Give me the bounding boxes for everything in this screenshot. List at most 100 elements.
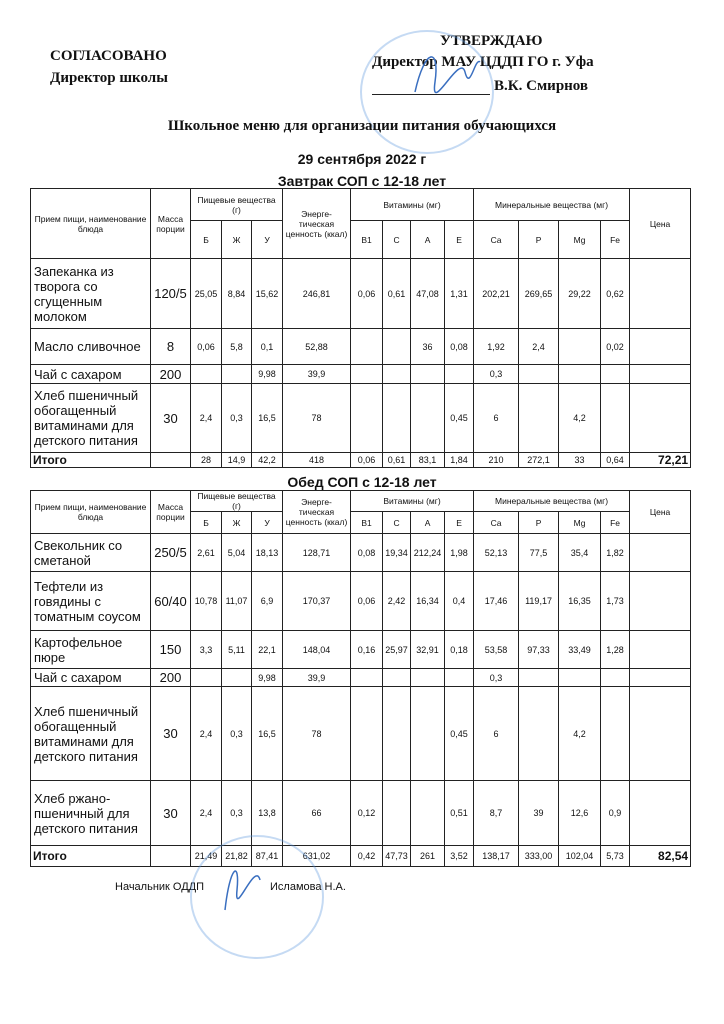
cell-mass: 120/5 <box>150 258 191 329</box>
cell-p <box>518 364 560 384</box>
cell-energy: 78 <box>282 383 352 453</box>
col-header-vitamins: Витамины (мг) <box>350 490 475 512</box>
cell-u: 16,5 <box>250 383 284 453</box>
signature-image <box>414 56 481 94</box>
cell-p <box>518 383 560 453</box>
col-subheader: Б <box>190 220 222 259</box>
cell-ca: 6 <box>473 686 520 781</box>
subheader-row: Б Ж У В1 С А Е Ca P Mg Fe <box>31 511 691 534</box>
breakfast-table: Прием пищи, наименование блюда Масса порц… <box>30 188 692 468</box>
cell-price <box>629 258 692 329</box>
col-subheader: Е <box>444 220 475 259</box>
cell-mass: 8 <box>150 328 191 365</box>
cell-price <box>629 328 692 365</box>
cell-fe: 0,9 <box>600 780 631 846</box>
cell-mg: 33,49 <box>558 630 602 669</box>
footer-signature-image <box>224 870 261 911</box>
cell-e <box>444 364 475 384</box>
cell-ca: 6 <box>473 383 520 453</box>
col-subheader: P <box>518 220 560 259</box>
col-subheader: У <box>250 220 284 259</box>
cell-ca: 0,3 <box>473 668 520 687</box>
col-header-price: Цена <box>629 490 692 534</box>
total-e: 1,84 <box>444 452 475 468</box>
cell-p: 269,65 <box>518 258 560 329</box>
total-u: 42,2 <box>250 452 284 468</box>
col-subheader: Ca <box>473 511 520 534</box>
cell-price <box>629 383 692 453</box>
col-header-nutrients: Пищевые вещества (г) <box>189 490 284 512</box>
total-mg: 33 <box>558 452 602 468</box>
cell-zh <box>221 668 252 687</box>
cell-b <box>190 668 222 687</box>
cell-b1 <box>350 328 384 365</box>
cell-a: 212,24 <box>410 533 446 572</box>
footer-stamp-image <box>190 835 324 959</box>
cell-mass: 200 <box>150 668 191 687</box>
cell-b: 25,05 <box>190 258 222 329</box>
cell-b: 10,78 <box>190 571 222 631</box>
col-header-price: Цена <box>629 188 692 259</box>
cell-p: 39 <box>518 780 560 846</box>
approved-label: СОГЛАСОВАНО <box>50 48 167 64</box>
stamp-image <box>360 30 494 154</box>
breakfast-title: Завтрак СОП с 12-18 лет <box>277 173 447 189</box>
cell-p <box>518 686 560 781</box>
cell-price <box>629 630 692 669</box>
cell-mg: 16,35 <box>558 571 602 631</box>
table-row: Хлеб пшеничный обогащенный витаминами дл… <box>30 686 692 781</box>
cell-u: 18,13 <box>250 533 284 572</box>
cell-a <box>410 383 446 453</box>
cell-price <box>629 780 692 846</box>
total-fe: 5,73 <box>600 845 631 867</box>
cell-fe <box>600 668 631 687</box>
cell-fe <box>600 364 631 384</box>
cell-b: 2,61 <box>190 533 222 572</box>
cell-price <box>629 668 692 687</box>
cell-b1 <box>350 686 384 781</box>
col-header-energy: Энерге-тическая ценность (ккал) <box>282 188 352 259</box>
col-header-minerals: Минеральные вещества (мг) <box>473 490 631 512</box>
cell-fe: 1,73 <box>600 571 631 631</box>
col-subheader: А <box>410 220 446 259</box>
cell-e: 1,31 <box>444 258 475 329</box>
total-a: 261 <box>410 845 446 867</box>
cell-a: 16,34 <box>410 571 446 631</box>
cell-zh: 8,84 <box>221 258 252 329</box>
cell-fe: 0,02 <box>600 328 631 365</box>
cell-b1: 0,16 <box>350 630 384 669</box>
col-subheader: С <box>382 511 412 534</box>
total-price: 72,21 <box>629 452 692 468</box>
cell-energy: 246,81 <box>282 258 352 329</box>
cell-mg <box>558 668 602 687</box>
cell-mg: 4,2 <box>558 686 602 781</box>
col-subheader: Е <box>444 511 475 534</box>
total-ca: 210 <box>473 452 520 468</box>
table-row: Масло сливочное 8 0,06 5,8 0,1 52,88 36 0,08 1,9… <box>30 328 692 365</box>
cell-mg: 4,2 <box>558 383 602 453</box>
cell-fe: 0,62 <box>600 258 631 329</box>
director-name: В.К. Смирнов <box>494 78 589 94</box>
cell-zh: 5,8 <box>221 328 252 365</box>
cell-price <box>629 533 692 572</box>
col-subheader: Mg <box>558 511 602 534</box>
col-header-name: Прием пищи, наименование блюда <box>30 188 151 259</box>
cell-zh: 5,04 <box>221 533 252 572</box>
cell-mg: 29,22 <box>558 258 602 329</box>
cell-e <box>444 668 475 687</box>
total-b1: 0,06 <box>350 452 384 468</box>
cell-mg: 12,6 <box>558 780 602 846</box>
cell-e: 0,45 <box>444 383 475 453</box>
lunch-title: Обед СОП с 12-18 лет <box>287 474 437 490</box>
cell-p: 2,4 <box>518 328 560 365</box>
cell-mass: 60/40 <box>150 571 191 631</box>
col-subheader: Ca <box>473 220 520 259</box>
total-zh: 14,9 <box>221 452 252 468</box>
table-row: Хлеб ржано-пшеничный для детского питани… <box>30 780 692 846</box>
cell-mg <box>558 364 602 384</box>
cell-c <box>382 780 412 846</box>
cell-c: 0,61 <box>382 258 412 329</box>
cell-fe: 1,28 <box>600 630 631 669</box>
cell-c <box>382 383 412 453</box>
cell-b1: 0,08 <box>350 533 384 572</box>
